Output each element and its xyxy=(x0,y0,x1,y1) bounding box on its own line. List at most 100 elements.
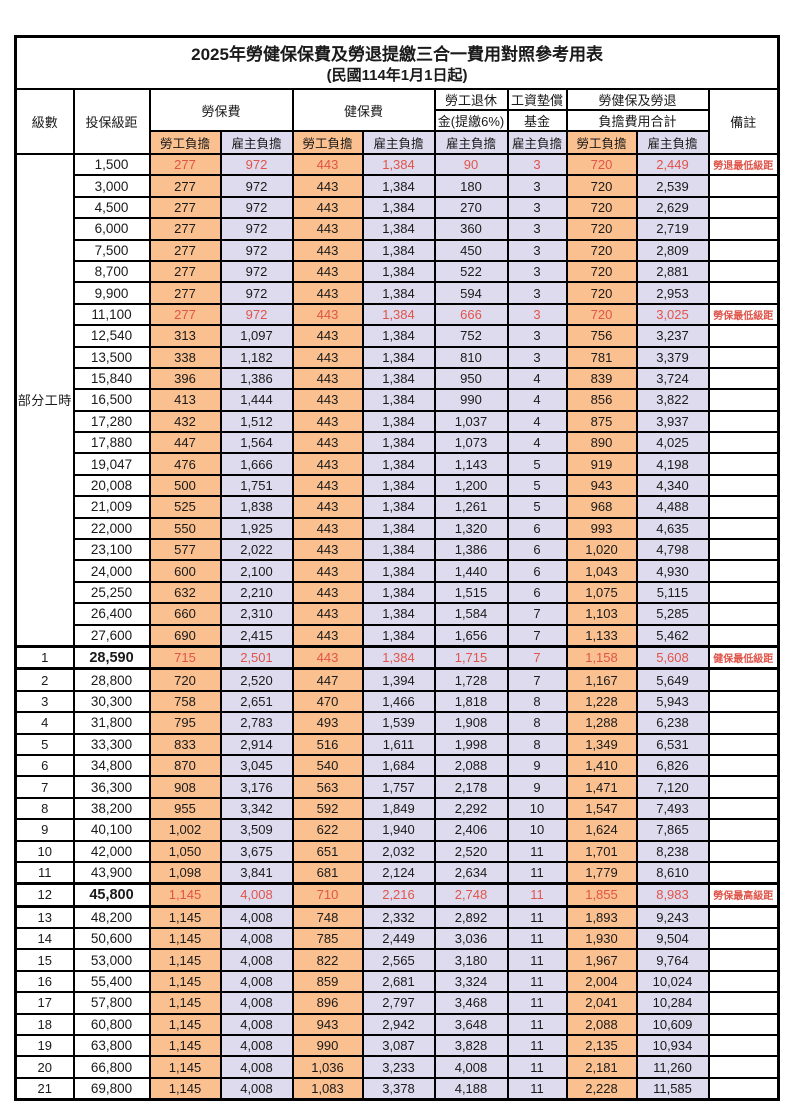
labor-employer-cell: 1,097 xyxy=(219,324,294,348)
labor-employee-cell: 795 xyxy=(148,711,222,735)
pension-employer-cell: 2,634 xyxy=(433,860,509,885)
bracket-cell: 60,800 xyxy=(72,1012,151,1037)
labor-employee-cell: 1,145 xyxy=(148,1012,222,1037)
total-employer-cell: 2,953 xyxy=(635,281,710,305)
wage-fund-employer-cell: 9 xyxy=(506,753,568,778)
table-row: 9,900 277 972 443 1,384 594 3 720 2,953 xyxy=(16,281,780,305)
table-row: 22,000 550 1,925 443 1,384 1,320 6 993 4,635 xyxy=(16,516,780,541)
labor-employee-cell: 277 xyxy=(148,302,222,327)
health-employer-cell: 1,384 xyxy=(361,559,436,583)
pension-employer-cell: 360 xyxy=(433,217,509,241)
table-row: 25,250 632 2,210 443 1,384 1,515 6 1,075 5,115 xyxy=(16,580,780,605)
col-header-wage-fund-line1: 工資墊償 xyxy=(506,88,568,111)
total-employer-cell: 4,488 xyxy=(635,495,710,519)
health-employer-cell: 1,394 xyxy=(361,667,436,692)
remark-cell xyxy=(707,711,780,735)
total-employer-cell: 6,238 xyxy=(635,711,710,735)
subheader-labor-employee: 勞工負擔 xyxy=(148,130,222,155)
labor-employee-cell: 313 xyxy=(148,324,222,348)
labor-employee-cell: 1,145 xyxy=(148,927,222,951)
total-employer-cell: 5,285 xyxy=(635,602,710,626)
remark-cell xyxy=(707,388,780,412)
labor-employee-cell: 1,145 xyxy=(148,882,222,908)
pension-employer-cell: 2,178 xyxy=(433,775,509,799)
remark-cell xyxy=(707,259,780,284)
health-employer-cell: 3,087 xyxy=(361,1033,436,1058)
pension-employer-cell: 2,088 xyxy=(433,753,509,778)
health-employer-cell: 1,384 xyxy=(361,345,436,369)
labor-employer-cell: 1,751 xyxy=(219,473,294,498)
labor-employer-cell: 2,520 xyxy=(219,667,294,692)
remark-cell xyxy=(707,217,780,241)
bracket-cell: 13,500 xyxy=(72,345,151,369)
remark-cell xyxy=(707,516,780,541)
health-employee-cell: 443 xyxy=(291,431,364,455)
table-row: 3,000 277 972 443 1,384 180 3 720 2,539 xyxy=(16,174,780,198)
labor-employee-cell: 476 xyxy=(148,452,222,476)
wage-fund-employer-cell: 5 xyxy=(506,473,568,498)
pension-employer-cell: 1,515 xyxy=(433,580,509,605)
subheader-pension-employer: 雇主負擔 xyxy=(433,130,509,155)
wage-fund-employer-cell: 3 xyxy=(506,217,568,241)
table-row: 4,500 277 972 443 1,384 270 3 720 2,629 xyxy=(16,195,780,220)
labor-employer-cell: 972 xyxy=(219,217,294,241)
health-employee-cell: 1,083 xyxy=(291,1076,364,1101)
bracket-cell: 24,000 xyxy=(72,559,151,583)
pension-employer-cell: 1,656 xyxy=(433,623,509,648)
wage-fund-employer-cell: 11 xyxy=(506,948,568,972)
remark-cell: 勞保最低級距 xyxy=(707,302,780,327)
pension-employer-cell: 3,180 xyxy=(433,948,509,972)
bracket-cell: 19,047 xyxy=(72,452,151,476)
health-employee-cell: 651 xyxy=(291,839,364,863)
wage-fund-employer-cell: 3 xyxy=(506,174,568,198)
total-employee-cell: 720 xyxy=(565,217,638,241)
labor-employee-cell: 277 xyxy=(148,174,222,198)
level-cell: 20 xyxy=(14,1055,75,1079)
total-employee-cell: 720 xyxy=(565,281,638,305)
bracket-cell: 1,500 xyxy=(72,152,151,177)
bracket-cell: 28,800 xyxy=(72,667,151,692)
wage-fund-employer-cell: 5 xyxy=(506,495,568,519)
total-employee-cell: 1,075 xyxy=(565,580,638,605)
total-employer-cell: 4,635 xyxy=(635,516,710,541)
health-employer-cell: 2,332 xyxy=(361,905,436,930)
remark-cell xyxy=(707,495,780,519)
total-employer-cell: 9,504 xyxy=(635,927,710,951)
total-employer-cell: 8,238 xyxy=(635,839,710,863)
labor-employee-cell: 577 xyxy=(148,538,222,562)
health-employee-cell: 822 xyxy=(291,948,364,972)
total-employee-cell: 1,167 xyxy=(565,667,638,692)
labor-employer-cell: 1,512 xyxy=(219,409,294,434)
table-row: 17,280 432 1,512 443 1,384 1,037 4 875 3,937 xyxy=(16,409,780,434)
pension-employer-cell: 1,261 xyxy=(433,495,509,519)
wage-fund-employer-cell: 3 xyxy=(506,238,568,262)
labor-employee-cell: 277 xyxy=(148,217,222,241)
health-employer-cell: 1,384 xyxy=(361,388,436,412)
pension-employer-cell: 3,324 xyxy=(433,969,509,994)
page-title: 2025年勞健保保費及勞退提繳三合一費用對照參考用表 xyxy=(191,45,603,64)
bracket-cell: 43,900 xyxy=(72,860,151,885)
wage-fund-employer-cell: 8 xyxy=(506,689,568,714)
health-employer-cell: 2,032 xyxy=(361,839,436,863)
labor-employer-cell: 3,045 xyxy=(219,753,294,778)
bracket-cell: 27,600 xyxy=(72,623,151,648)
remark-cell xyxy=(707,991,780,1015)
col-header-wage-fund-line2: 基金 xyxy=(506,109,568,132)
labor-employer-cell: 4,008 xyxy=(219,882,294,908)
remark-cell xyxy=(707,324,780,348)
total-employee-cell: 1,930 xyxy=(565,927,638,951)
health-employee-cell: 447 xyxy=(291,667,364,692)
wage-fund-employer-cell: 11 xyxy=(506,1055,568,1079)
health-employer-cell: 1,384 xyxy=(361,152,436,177)
remark-cell xyxy=(707,667,780,692)
labor-employee-cell: 690 xyxy=(148,623,222,648)
table-row: 7,500 277 972 443 1,384 450 3 720 2,809 xyxy=(16,238,780,262)
labor-employer-cell: 1,444 xyxy=(219,388,294,412)
remark-cell xyxy=(707,281,780,305)
table-row: 18 60,800 1,145 4,008 943 2,942 3,648 11 2,088 10… xyxy=(14,1012,780,1037)
pension-employer-cell: 3,828 xyxy=(433,1033,509,1058)
health-employer-cell: 2,942 xyxy=(361,1012,436,1037)
total-employer-cell: 6,531 xyxy=(635,732,710,756)
remark-cell xyxy=(707,431,780,455)
labor-employer-cell: 2,914 xyxy=(219,732,294,756)
